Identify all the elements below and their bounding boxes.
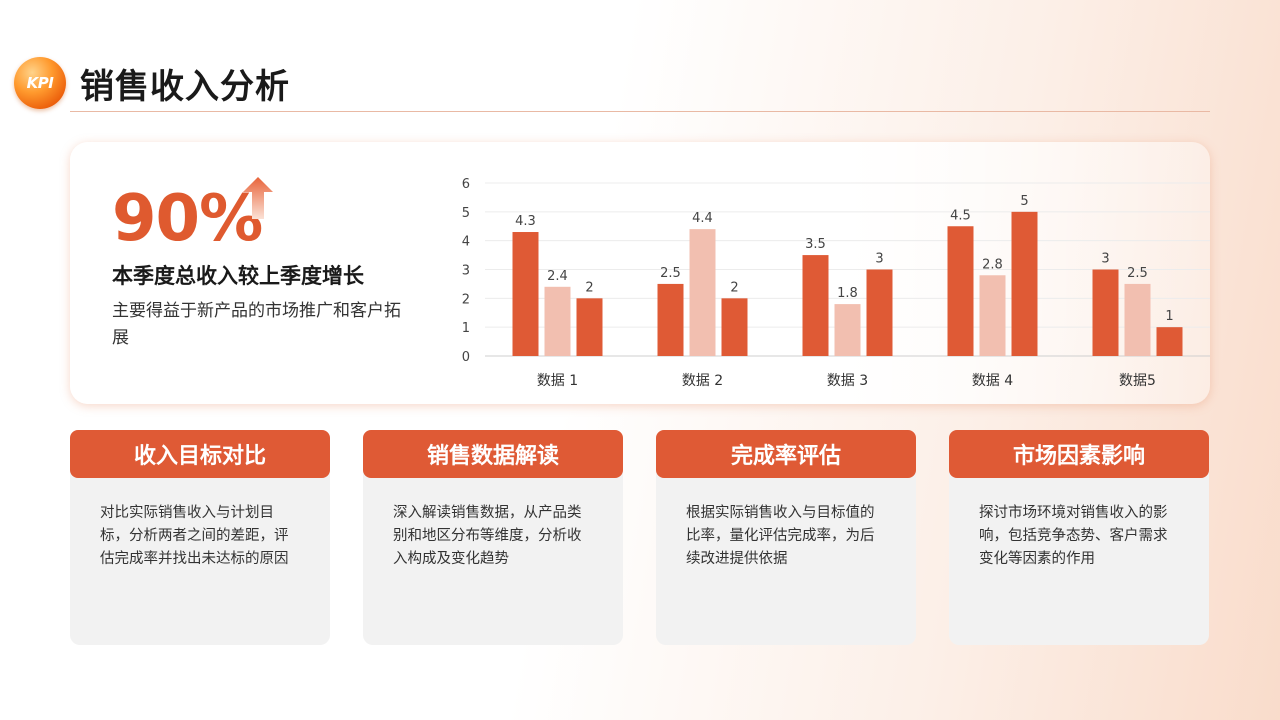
- data-label: 5: [1020, 194, 1028, 209]
- card-title: 完成率评估: [656, 430, 916, 478]
- data-label: 4.4: [692, 211, 713, 226]
- bar: [544, 286, 571, 356]
- bar: [512, 232, 539, 356]
- bar: [1124, 283, 1151, 356]
- x-tick-label: 数据 1: [537, 373, 578, 389]
- bar: [689, 229, 716, 356]
- data-label: 4.3: [515, 214, 536, 229]
- y-tick-label: 5: [462, 206, 470, 221]
- card-text: 深入解读销售数据，从产品类别和地区分布等维度，分析收入构成及变化趋势: [363, 470, 623, 645]
- title-divider: [70, 111, 1210, 112]
- y-tick-label: 4: [462, 235, 470, 250]
- kpi-logo-icon: KPI: [14, 57, 66, 109]
- y-tick-label: 3: [462, 264, 470, 279]
- kpi-description: 主要得益于新产品的市场推广和客户拓展: [112, 301, 401, 348]
- header: KPI 销售收入分析: [14, 55, 290, 111]
- data-label: 2.5: [1127, 266, 1148, 281]
- data-label: 2: [730, 280, 738, 295]
- data-label: 2: [585, 280, 593, 295]
- kpi-value: 90%: [112, 182, 263, 256]
- card-sales-data: 销售数据解读 深入解读销售数据，从产品类别和地区分布等维度，分析收入构成及变化趋…: [363, 430, 623, 645]
- bar: [834, 304, 861, 356]
- x-tick-label: 数据 3: [827, 373, 868, 389]
- kpi-headline: 本季度总收入较上季度增长: [112, 264, 364, 288]
- bar: [1011, 211, 1038, 356]
- card-completion-rate: 完成率评估 根据实际销售收入与目标值的比率，量化评估完成率，为后续改进提供依据: [656, 430, 916, 645]
- bar: [1156, 327, 1183, 356]
- bar: [947, 226, 974, 356]
- y-tick-label: 6: [462, 177, 470, 192]
- y-tick-label: 2: [462, 292, 470, 307]
- data-label: 2.4: [547, 269, 568, 284]
- data-label: 2.8: [982, 257, 1003, 272]
- data-label: 3.5: [805, 237, 826, 252]
- card-title: 销售数据解读: [363, 430, 623, 478]
- up-arrow-icon: [243, 177, 273, 219]
- card-text: 探讨市场环境对销售收入的影响，包括竞争态势、客户需求变化等因素的作用: [949, 470, 1209, 645]
- bar: [721, 298, 748, 356]
- x-tick-label: 数据5: [1119, 373, 1156, 389]
- bar: [1092, 269, 1119, 356]
- data-label: 2.5: [660, 266, 681, 281]
- card-title: 收入目标对比: [70, 430, 330, 478]
- page-title: 销售收入分析: [80, 66, 290, 107]
- data-label: 3: [1101, 252, 1109, 267]
- x-tick-label: 数据 2: [682, 373, 723, 389]
- bar-chart: 0 1 2 3 4 5 6 4.3 2.4 2 数据 1 2.5 4.4 2 数据 2 3.5 1.8 3 数据 3…: [462, 177, 1210, 389]
- x-tick-label: 数据 4: [972, 373, 1013, 389]
- data-label: 1: [1165, 309, 1173, 324]
- card-text: 根据实际销售收入与目标值的比率，量化评估完成率，为后续改进提供依据: [656, 470, 916, 645]
- card-income-target: 收入目标对比 对比实际销售收入与计划目标，分析两者之间的差距，评估完成率并找出未…: [70, 430, 330, 645]
- card-text: 对比实际销售收入与计划目标，分析两者之间的差距，评估完成率并找出未达标的原因: [70, 470, 330, 645]
- data-label: 1.8: [837, 286, 858, 301]
- bar: [802, 255, 829, 356]
- bar: [866, 269, 893, 356]
- card-market-factors: 市场因素影响 探讨市场环境对销售收入的影响，包括竞争态势、客户需求变化等因素的作…: [949, 430, 1209, 645]
- data-label: 4.5: [950, 208, 971, 223]
- card-title: 市场因素影响: [949, 430, 1209, 478]
- bar: [657, 283, 684, 356]
- data-label: 3: [875, 252, 883, 267]
- logo-text: KPI: [26, 74, 54, 92]
- y-tick-label: 0: [462, 350, 470, 365]
- bar: [979, 275, 1006, 356]
- bar: [576, 298, 603, 356]
- y-tick-label: 1: [462, 321, 470, 336]
